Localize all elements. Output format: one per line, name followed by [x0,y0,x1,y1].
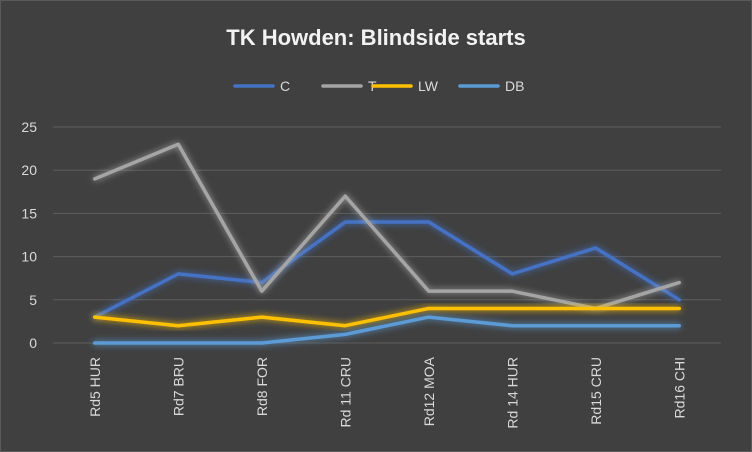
series-lines [93,142,681,345]
x-tick-label: Rd12 MOA [421,356,437,426]
x-axis: Rd5 HUR Rd7 BRU Rd8 FOR Rd 11 CRU Rd12 MOA Rd… [87,356,688,428]
y-tick-label: 5 [29,292,37,308]
series-line-lw [93,306,681,328]
chart-legend: CTLWDB [233,78,524,94]
chart-title: TK Howden: Blindside starts [226,25,525,50]
y-tick-label: 10 [21,249,37,265]
y-tick-label: 15 [21,205,37,221]
legend-label-db: DB [505,78,524,94]
x-tick-label: Rd16 CHI [671,357,687,418]
x-tick-label: Rd5 HUR [87,357,103,417]
x-tick-label: Rd7 BRU [170,357,186,416]
y-tick-label: 25 [21,119,37,135]
x-tick-label: Rd8 FOR [254,357,270,416]
x-tick-label: Rd15 CRU [588,357,604,425]
gridlines [53,126,721,344]
series-line-t [93,142,681,311]
y-tick-label: 20 [21,162,37,178]
x-tick-label: Rd 11 CRU [337,357,353,428]
series-line-c [93,220,681,319]
y-tick-label: 0 [29,335,37,351]
legend-label-c: C [280,78,290,94]
legend-label-lw: LW [418,78,439,94]
y-axis: 0 5 10 15 20 25 [21,119,37,351]
series-line-db [93,315,681,345]
x-tick-label: Rd 14 HUR [504,357,520,429]
